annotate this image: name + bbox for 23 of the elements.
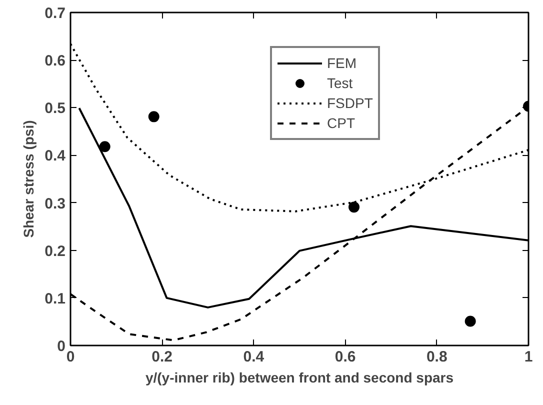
y-tick-label: 0.4 bbox=[44, 148, 66, 165]
legend-label: Test bbox=[327, 75, 353, 91]
y-axis-title: Shear stress (psi) bbox=[20, 120, 37, 238]
x-tick-label: 0.8 bbox=[426, 348, 448, 366]
y-tick-label: 0.7 bbox=[44, 5, 66, 22]
y-tick-label: 0.5 bbox=[44, 100, 66, 118]
x-tick-label: 0.6 bbox=[334, 348, 356, 366]
y-tick-label: 0.6 bbox=[44, 52, 66, 70]
y-tick-label: 0.3 bbox=[44, 195, 66, 212]
point bbox=[464, 316, 476, 327]
legend-label: FSDPT bbox=[327, 95, 373, 111]
point bbox=[348, 202, 360, 213]
y-tick-label: 0.2 bbox=[44, 242, 66, 260]
x-tick-label: 0.2 bbox=[152, 348, 173, 366]
legend-label: CPT bbox=[327, 115, 355, 131]
y-tick-label: 0 bbox=[57, 338, 66, 355]
legend-label: FEM bbox=[327, 55, 357, 71]
y-tick-label: 0.1 bbox=[44, 290, 66, 308]
point bbox=[99, 141, 110, 152]
x-tick-label: 1 bbox=[524, 348, 533, 366]
x-tick-label: 0.4 bbox=[243, 348, 265, 366]
point bbox=[148, 111, 160, 122]
x-axis-title: y/(y-inner rib) between front and second spars bbox=[145, 370, 454, 386]
